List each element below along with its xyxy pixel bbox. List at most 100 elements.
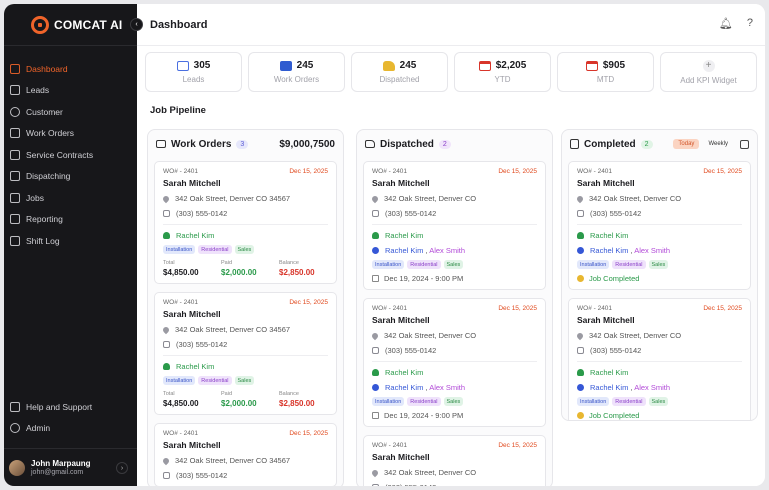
address: 342 Oak Street, Denver CO xyxy=(384,331,477,340)
job-card[interactable]: WO# - 2401 Dec 15, 2025 Sarah Mitchell 3… xyxy=(154,423,337,486)
total-value: $4,850.00 xyxy=(163,399,199,408)
tag-residential: Residential xyxy=(612,397,646,406)
sidebar-item-help[interactable]: Help and Support xyxy=(4,396,137,418)
sidebar-item-customer[interactable]: Customer xyxy=(4,101,137,123)
work-order-number: WO# - 2401 xyxy=(163,299,199,306)
kpi-ytd[interactable]: $2,205 YTD xyxy=(454,52,551,92)
total-value: $4,850.00 xyxy=(163,268,199,277)
technician-icon xyxy=(372,232,379,239)
chevron-right-icon[interactable]: › xyxy=(116,462,128,474)
calendar-icon xyxy=(372,412,379,419)
location-pin-icon xyxy=(370,194,380,203)
home-icon xyxy=(10,63,20,74)
address: 342 Oak Street, Denver CO xyxy=(589,331,682,340)
column-title: Dispatched xyxy=(380,138,434,150)
sidebar-item-shift-log[interactable]: Shift Log xyxy=(4,230,137,252)
logo-text: COMCAT xyxy=(54,17,107,32)
address: 342 Oak Street, Denver CO 34567 xyxy=(175,194,291,203)
assigned-tech-2: Alex Smith xyxy=(429,383,466,392)
app-window: COMCAT AI ‹ Dashboard Leads Customer Wor… xyxy=(4,4,765,486)
total-label: Total xyxy=(163,260,175,266)
kpi-row: 305 Leads 245 Work Orders 245 Dispatched… xyxy=(145,52,757,92)
due-date: Dec 15, 2025 xyxy=(703,305,742,312)
job-card[interactable]: WO# - 2401 Dec 15, 2025 Sarah Mitchell 3… xyxy=(363,298,546,427)
kpi-work-orders[interactable]: 245 Work Orders xyxy=(248,52,345,92)
assigned-tech-2: Alex Smith xyxy=(429,246,466,255)
customer-name: Sarah Mitchell xyxy=(577,315,635,325)
job-card[interactable]: WO# - 2401 Dec 15, 2025 Sarah Mitchell 3… xyxy=(363,435,546,486)
job-card[interactable]: WO# - 2401 Dec 15, 2025 Sarah Mitchell 3… xyxy=(568,161,751,290)
technician: Rachel Kim xyxy=(176,362,215,371)
assigned-tech: Rachel Kim xyxy=(590,383,629,392)
work-order-number: WO# - 2401 xyxy=(163,430,199,437)
customer-name: Sarah Mitchell xyxy=(372,452,430,462)
assigned-tech: Rachel Kim xyxy=(590,246,629,255)
job-card[interactable]: WO# - 2401 Dec 15, 2025 Sarah Mitchell 3… xyxy=(568,298,751,420)
sidebar-item-reporting[interactable]: Reporting xyxy=(4,209,137,231)
work-order-number: WO# - 2401 xyxy=(577,305,613,312)
phone: (303) 555-0142 xyxy=(385,346,437,355)
due-date: Dec 15, 2025 xyxy=(289,168,328,175)
location-pin-icon xyxy=(370,331,380,340)
tag-installation: Installation xyxy=(372,397,405,406)
phone-icon xyxy=(577,347,584,354)
work-order-number: WO# - 2401 xyxy=(372,305,408,312)
phone: (303) 555-0142 xyxy=(176,340,228,349)
technician-icon xyxy=(163,232,170,239)
collapse-sidebar-button[interactable]: ‹ xyxy=(130,18,143,31)
sidebar: COMCAT AI ‹ Dashboard Leads Customer Wor… xyxy=(4,4,143,486)
location-pin-icon xyxy=(370,468,380,477)
job-card[interactable]: WO# - 2401 Dec 15, 2025 Sarah Mitchell 3… xyxy=(154,292,337,415)
paid-value: $2,000.00 xyxy=(221,399,257,408)
filter-weekly-button[interactable]: Weekly xyxy=(708,141,728,147)
sidebar-item-jobs[interactable]: Jobs xyxy=(4,187,137,209)
technician-icon xyxy=(577,369,584,376)
help-icon xyxy=(10,401,20,412)
logo[interactable]: COMCAT AI xyxy=(4,4,137,46)
section-title: Job Pipeline xyxy=(150,105,206,116)
tag-sales: Sales xyxy=(443,397,464,406)
help-icon[interactable]: ? xyxy=(746,17,753,29)
phone: (303) 555-0142 xyxy=(590,346,642,355)
tag-installation: Installation xyxy=(163,376,196,385)
due-date: Dec 15, 2025 xyxy=(703,168,742,175)
total-label: Total xyxy=(163,391,175,397)
phone-icon xyxy=(372,484,379,486)
user-profile[interactable]: John Marpaung john@gmail.com › xyxy=(4,448,137,486)
sidebar-item-dashboard[interactable]: Dashboard xyxy=(4,58,137,80)
job-card[interactable]: WO# - 2401 Dec 15, 2025 Sarah Mitchell 3… xyxy=(154,161,337,284)
filter-today-button[interactable]: Today xyxy=(673,139,700,149)
job-card[interactable]: WO# - 2401 Dec 15, 2025 Sarah Mitchell 3… xyxy=(363,161,546,290)
kpi-mtd[interactable]: $905 MTD xyxy=(557,52,654,92)
briefcase-icon xyxy=(279,60,292,71)
sidebar-item-admin[interactable]: Admin xyxy=(4,418,137,440)
customer-name: Sarah Mitchell xyxy=(372,315,430,325)
column-title: Completed xyxy=(584,138,636,150)
count-badge: 3 xyxy=(236,139,249,149)
calendar-icon[interactable] xyxy=(740,139,749,149)
sidebar-item-work-orders[interactable]: Work Orders xyxy=(4,123,137,145)
plus-icon: + xyxy=(702,59,715,72)
team-icon xyxy=(577,247,584,254)
pipeline-column-completed: Completed 2 Today Weekly WO# - 2401 Dec … xyxy=(561,129,758,421)
report-icon xyxy=(10,214,20,225)
tag-sales: Sales xyxy=(234,376,255,385)
sidebar-item-dispatching[interactable]: Dispatching xyxy=(4,166,137,188)
kpi-value: 245 xyxy=(296,60,314,71)
admin-icon xyxy=(10,423,20,434)
sidebar-item-service-contracts[interactable]: Service Contracts xyxy=(4,144,137,166)
kpi-dispatched[interactable]: 245 Dispatched xyxy=(351,52,448,92)
sidebar-item-leads[interactable]: Leads xyxy=(4,80,137,102)
phone-icon xyxy=(163,210,170,217)
phone-icon xyxy=(372,210,379,217)
assigned-tech: Rachel Kim xyxy=(385,246,424,255)
tag-installation: Installation xyxy=(163,245,196,254)
kpi-label: Add KPI Widget xyxy=(680,75,737,85)
add-kpi-widget-button[interactable]: + Add KPI Widget xyxy=(660,52,757,92)
bell-icon[interactable]: 🔔︎ xyxy=(718,18,733,30)
kpi-leads[interactable]: 305 Leads xyxy=(145,52,242,92)
technician-icon xyxy=(372,369,379,376)
schedule-time: Dec 19, 2024 - 9:00 PM xyxy=(384,274,464,283)
work-order-number: WO# - 2401 xyxy=(163,168,199,175)
kpi-label: Work Orders xyxy=(273,75,320,84)
